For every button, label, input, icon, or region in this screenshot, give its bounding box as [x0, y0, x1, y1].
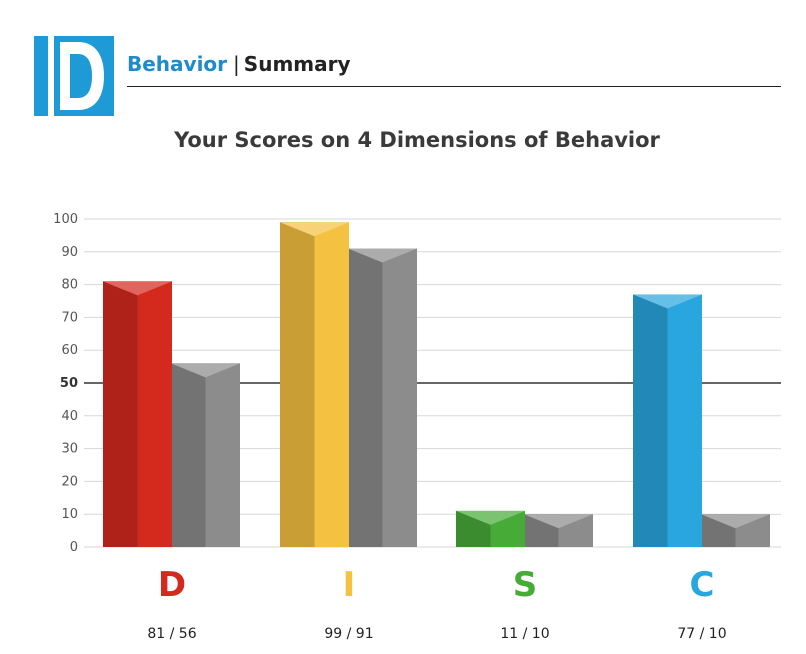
bar-c-primary: [633, 294, 702, 547]
y-tick-label-40: 40: [61, 409, 78, 424]
bar-s-primary: [456, 510, 525, 547]
y-tick-label-100: 100: [53, 212, 78, 227]
brand-logo-icon: [34, 36, 114, 116]
y-tick-label-30: 30: [61, 442, 78, 457]
bar-d-primary: [103, 281, 172, 547]
category-label-c: C: [690, 565, 715, 605]
header-section: Behavior: [127, 52, 228, 76]
y-tick-label-50: 50: [60, 376, 78, 391]
bar-s-secondary: [524, 514, 593, 547]
score-label-c: 77 / 10: [677, 626, 726, 642]
category-label-d: D: [158, 565, 186, 605]
score-label-i: 99 / 91: [324, 626, 373, 642]
category-label-i: I: [343, 565, 356, 605]
y-tick-label-90: 90: [61, 245, 78, 260]
y-tick-label-60: 60: [61, 343, 78, 358]
bar-c-secondary: [701, 514, 770, 547]
header-page: Summary: [243, 52, 351, 76]
y-tick-label-10: 10: [61, 507, 78, 522]
chart-title: Your Scores on 4 Dimensions of Behavior: [174, 128, 660, 152]
category-label-s: S: [513, 565, 538, 605]
y-tick-label-70: 70: [61, 310, 78, 325]
bar-i-secondary: [348, 248, 417, 547]
header-divider: [127, 86, 781, 87]
y-tick-label-20: 20: [61, 474, 78, 489]
bar-i-primary: [280, 222, 349, 547]
y-tick-label-0: 0: [70, 540, 78, 555]
score-label-d: 81 / 56: [147, 626, 196, 642]
y-tick-label-80: 80: [61, 278, 78, 293]
score-label-s: 11 / 10: [500, 626, 549, 642]
bar-d-secondary: [171, 363, 240, 547]
header-separator: |: [233, 52, 240, 76]
header-title: Behavior | Summary: [127, 52, 351, 76]
